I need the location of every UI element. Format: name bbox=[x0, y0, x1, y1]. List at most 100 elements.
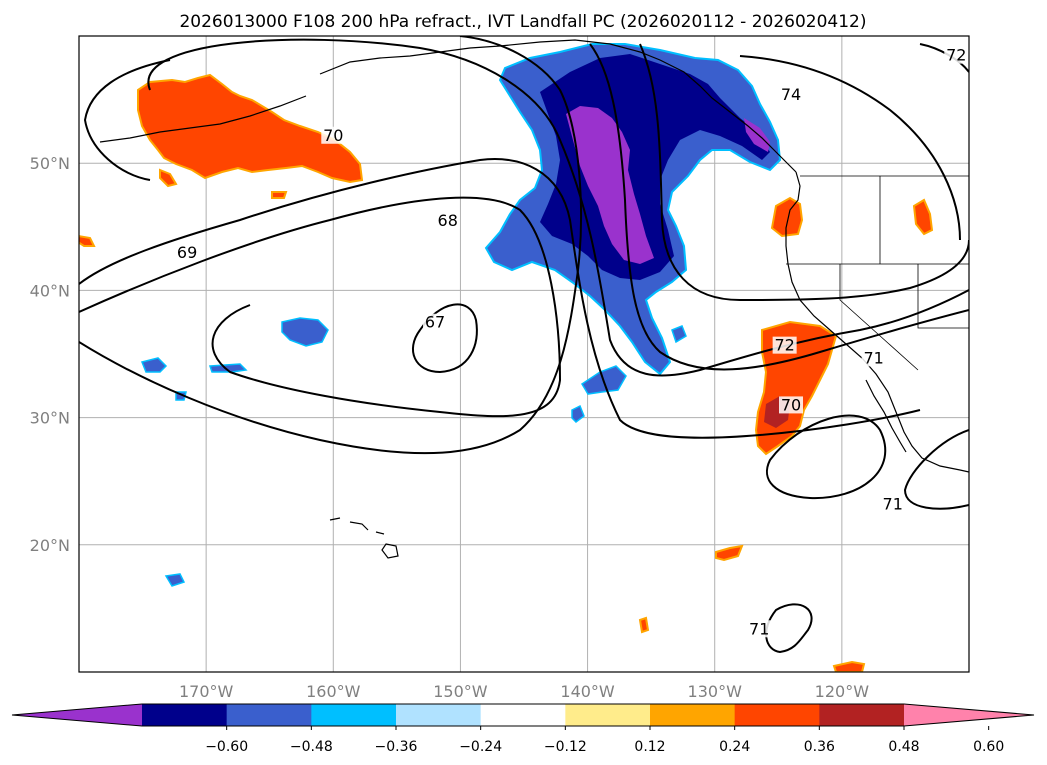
contour-69 bbox=[79, 158, 921, 439]
shaded-regions bbox=[79, 43, 934, 672]
coastline-alaska bbox=[319, 39, 797, 173]
colorbar-segment bbox=[734, 704, 820, 726]
negative-patch bbox=[281, 317, 329, 347]
gridlines bbox=[79, 36, 969, 672]
negative-patch bbox=[671, 325, 687, 344]
positive-patch bbox=[715, 544, 744, 562]
colorbar-tick-label: −0.12 bbox=[544, 739, 587, 755]
contour-label: 67 bbox=[423, 313, 447, 332]
colorbar-tick-label: 0.24 bbox=[719, 739, 750, 755]
longitude-tick-labels: 170°W 160°W 150°W 140°W 130°W 120°W bbox=[179, 682, 869, 701]
colorbar-outline bbox=[11, 703, 1035, 727]
coastline-hawaii bbox=[329, 517, 399, 559]
strongest-negative-core bbox=[566, 106, 654, 264]
lon-tick-label: 160°W bbox=[306, 682, 361, 701]
contour-label: 68 bbox=[435, 211, 460, 230]
contour-70-east-loop bbox=[765, 414, 887, 500]
colorbar-segment bbox=[565, 704, 651, 726]
positive-patch bbox=[159, 168, 178, 188]
colorbar-segment bbox=[480, 704, 566, 726]
negative-patch bbox=[208, 363, 248, 373]
contour-67 bbox=[411, 303, 478, 374]
map-frame bbox=[78, 35, 970, 673]
lat-tick-label: 20°N bbox=[30, 536, 70, 555]
contour-label-text: 72 bbox=[774, 336, 794, 355]
state-borders bbox=[786, 175, 969, 371]
lon-tick-label: 150°W bbox=[433, 682, 488, 701]
latitude-tick-labels: 50°N 40°N 30°N 20°N bbox=[30, 154, 70, 555]
contour-71 bbox=[79, 36, 582, 455]
contour-label: 71 bbox=[747, 619, 772, 638]
contour-74-north bbox=[739, 55, 961, 241]
contour-74 bbox=[639, 43, 969, 302]
colorbar-tick-label: 0.36 bbox=[804, 739, 835, 755]
contour-label-text: 69 bbox=[177, 243, 197, 262]
strongest-negative-core-north bbox=[744, 118, 770, 152]
positive-patch bbox=[271, 191, 288, 199]
contour-70 bbox=[147, 38, 969, 377]
contour-label: 71 bbox=[861, 348, 886, 367]
positive-patch-oregon bbox=[770, 196, 804, 238]
colorbar-tick-label: −0.36 bbox=[375, 739, 418, 755]
contour-label-text: 70 bbox=[323, 126, 343, 145]
colorbar-segment bbox=[819, 704, 905, 726]
colorbar-tick-label: −0.48 bbox=[290, 739, 333, 755]
colorbar-tick-label: −0.60 bbox=[205, 739, 248, 755]
positive-anomaly-region-northwest bbox=[137, 73, 364, 184]
contour-label-text: 74 bbox=[781, 85, 801, 104]
lon-tick-label: 130°W bbox=[688, 682, 743, 701]
contour-label-text: 72 bbox=[946, 46, 966, 65]
map-panel: 70 69 68 67 74 72 70 71 71 71 72 170°W 160°W 150°W 14… bbox=[30, 35, 970, 701]
colorbar-segment bbox=[396, 704, 482, 726]
contour-68 bbox=[79, 196, 562, 418]
figure-title: 2026013000 F108 200 hPa refract., IVT La… bbox=[179, 12, 866, 32]
lon-tick-label: 120°W bbox=[815, 682, 870, 701]
positive-patch bbox=[832, 660, 866, 672]
lat-tick-label: 40°N bbox=[30, 281, 70, 300]
contour-71-south-loop bbox=[765, 603, 813, 654]
positive-patch bbox=[638, 616, 650, 634]
contour-label-text: 67 bbox=[425, 313, 445, 332]
contour-label: 71 bbox=[880, 495, 905, 514]
colorbar-tick-label: 0.60 bbox=[973, 739, 1004, 755]
colorbar-extend-max bbox=[904, 704, 1034, 726]
colorbar-tick-label: 0.48 bbox=[888, 739, 919, 755]
contour-label-text: 71 bbox=[863, 348, 883, 367]
coastline-north-america bbox=[785, 171, 969, 473]
lon-tick-label: 170°W bbox=[179, 682, 234, 701]
contour-label: 70 bbox=[779, 395, 803, 414]
contour-label: 72 bbox=[772, 336, 797, 355]
lat-tick-label: 50°N bbox=[30, 154, 70, 173]
contour-labels: 70 69 68 67 74 72 70 71 71 71 72 bbox=[175, 46, 969, 638]
colorbar-segment bbox=[226, 704, 312, 726]
negative-patch bbox=[571, 404, 585, 423]
colorbar-extend-min bbox=[12, 704, 142, 726]
contour-label-text: 68 bbox=[438, 211, 458, 230]
colorbar-tick-label: −0.24 bbox=[459, 739, 502, 755]
contour-label: 74 bbox=[779, 85, 803, 104]
coastline-aleutians bbox=[99, 95, 307, 143]
colorbar-segment bbox=[311, 704, 397, 726]
colorbar-segment bbox=[142, 704, 228, 726]
colorbar-tick-label: 0.12 bbox=[634, 739, 665, 755]
refractivity-contours bbox=[79, 36, 969, 654]
contour-72-band bbox=[589, 43, 969, 371]
lat-tick-label: 30°N bbox=[30, 409, 70, 428]
colorbar: −0.60 −0.48 −0.36 −0.24 −0.12 0.12 0.24 0.36 0.4… bbox=[11, 703, 1035, 755]
negative-patch bbox=[140, 357, 168, 373]
contour-71-se bbox=[903, 429, 969, 510]
positive-patch-idaho bbox=[912, 198, 934, 236]
lon-tick-label: 140°W bbox=[560, 682, 615, 701]
contour-label: 72 bbox=[944, 46, 969, 65]
contour-70-north bbox=[83, 59, 171, 181]
contour-label-text: 71 bbox=[883, 495, 903, 514]
colorbar-segment bbox=[650, 704, 736, 726]
positive-patch bbox=[79, 235, 96, 247]
contour-label: 69 bbox=[175, 243, 200, 262]
coastlines bbox=[99, 39, 969, 559]
contour-label-text: 71 bbox=[749, 619, 769, 638]
contour-label-text: 70 bbox=[781, 395, 801, 414]
coastline-baja bbox=[865, 379, 907, 453]
negative-patch bbox=[164, 573, 186, 587]
